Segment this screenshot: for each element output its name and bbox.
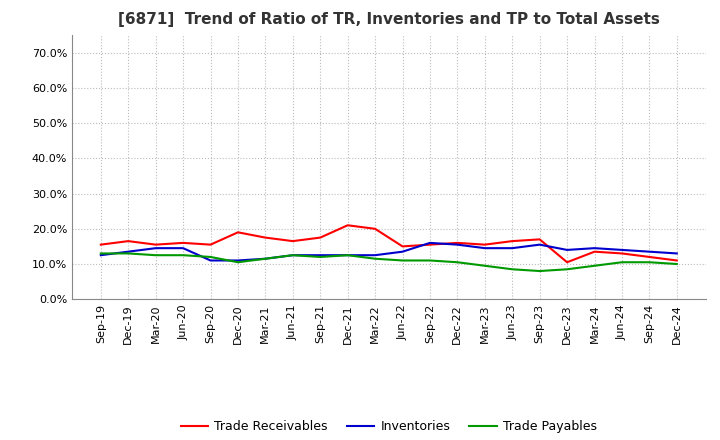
- Trade Payables: [672, 261, 681, 267]
- Trade Receivables: [618, 251, 626, 256]
- Trade Payables: [233, 260, 242, 265]
- Trade Payables: [453, 260, 462, 265]
- Trade Payables: [371, 256, 379, 261]
- Trade Payables: [508, 267, 516, 272]
- Trade Payables: [179, 253, 187, 258]
- Trade Payables: [96, 251, 105, 256]
- Line: Inventories: Inventories: [101, 243, 677, 260]
- Trade Receivables: [96, 242, 105, 247]
- Inventories: [645, 249, 654, 254]
- Inventories: [371, 253, 379, 258]
- Trade Receivables: [563, 260, 572, 265]
- Trade Receivables: [371, 226, 379, 231]
- Trade Receivables: [508, 238, 516, 244]
- Trade Receivables: [398, 244, 407, 249]
- Trade Receivables: [590, 249, 599, 254]
- Inventories: [480, 246, 489, 251]
- Line: Trade Payables: Trade Payables: [101, 253, 677, 271]
- Trade Payables: [124, 251, 132, 256]
- Inventories: [563, 247, 572, 253]
- Trade Receivables: [453, 240, 462, 246]
- Trade Receivables: [233, 230, 242, 235]
- Trade Payables: [590, 263, 599, 268]
- Inventories: [316, 253, 325, 258]
- Trade Receivables: [151, 242, 160, 247]
- Legend: Trade Receivables, Inventories, Trade Payables: Trade Receivables, Inventories, Trade Pa…: [176, 415, 602, 438]
- Inventories: [206, 258, 215, 263]
- Trade Receivables: [289, 238, 297, 244]
- Inventories: [289, 253, 297, 258]
- Trade Receivables: [343, 223, 352, 228]
- Inventories: [96, 253, 105, 258]
- Trade Receivables: [179, 240, 187, 246]
- Trade Receivables: [536, 237, 544, 242]
- Trade Receivables: [316, 235, 325, 240]
- Inventories: [426, 240, 434, 246]
- Trade Payables: [480, 263, 489, 268]
- Inventories: [672, 251, 681, 256]
- Trade Receivables: [124, 238, 132, 244]
- Inventories: [124, 249, 132, 254]
- Trade Receivables: [206, 242, 215, 247]
- Trade Payables: [618, 260, 626, 265]
- Trade Payables: [261, 256, 270, 261]
- Inventories: [453, 242, 462, 247]
- Trade Receivables: [672, 258, 681, 263]
- Title: [6871]  Trend of Ratio of TR, Inventories and TP to Total Assets: [6871] Trend of Ratio of TR, Inventories…: [118, 12, 660, 27]
- Inventories: [536, 242, 544, 247]
- Inventories: [343, 253, 352, 258]
- Trade Receivables: [261, 235, 270, 240]
- Inventories: [233, 258, 242, 263]
- Trade Payables: [398, 258, 407, 263]
- Trade Receivables: [480, 242, 489, 247]
- Trade Payables: [206, 254, 215, 260]
- Trade Receivables: [645, 254, 654, 260]
- Inventories: [398, 249, 407, 254]
- Trade Payables: [151, 253, 160, 258]
- Trade Payables: [426, 258, 434, 263]
- Inventories: [590, 246, 599, 251]
- Trade Payables: [645, 260, 654, 265]
- Line: Trade Receivables: Trade Receivables: [101, 225, 677, 262]
- Trade Payables: [536, 268, 544, 274]
- Inventories: [261, 256, 270, 261]
- Trade Receivables: [426, 242, 434, 247]
- Inventories: [508, 246, 516, 251]
- Trade Payables: [343, 253, 352, 258]
- Trade Payables: [316, 254, 325, 260]
- Inventories: [151, 246, 160, 251]
- Inventories: [618, 247, 626, 253]
- Inventories: [179, 246, 187, 251]
- Trade Payables: [289, 253, 297, 258]
- Trade Payables: [563, 267, 572, 272]
